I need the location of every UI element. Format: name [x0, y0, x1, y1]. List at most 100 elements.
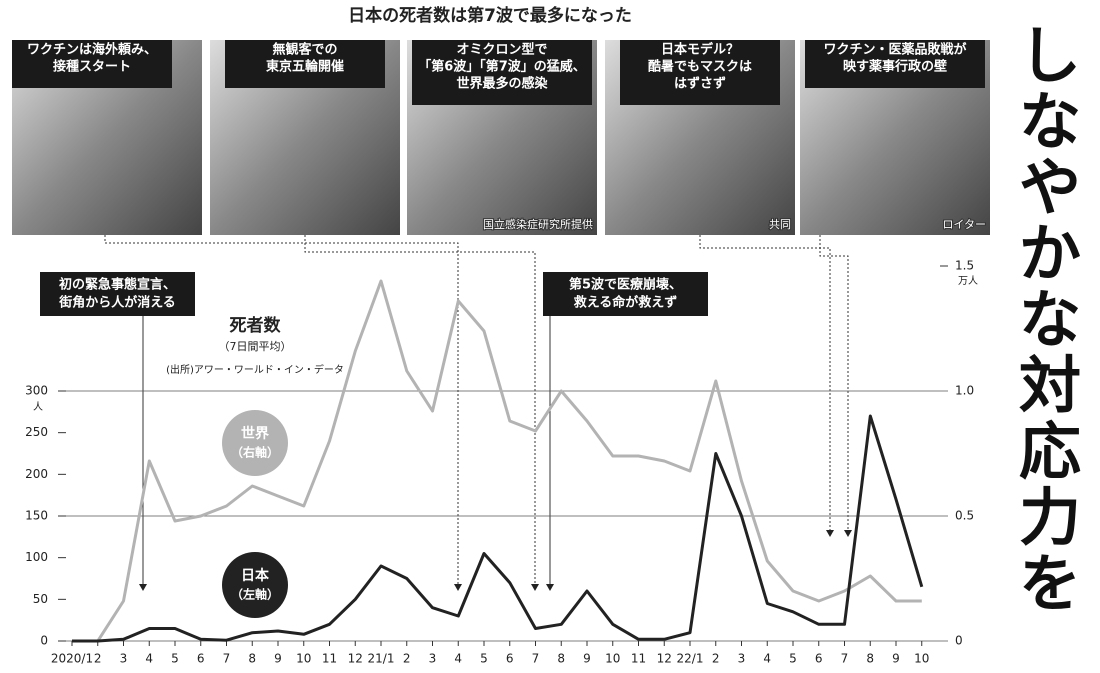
y-tick-label: 200	[25, 467, 48, 481]
caption-text: ワクチンは海外頼み、	[27, 42, 157, 58]
x-tick-label: 2	[94, 652, 102, 666]
caption-text: 酷暑でもマスクは	[648, 59, 752, 75]
caption-text: 無観客での	[272, 42, 337, 58]
x-tick-label: 11	[631, 652, 646, 666]
y-tick-label: 150	[25, 509, 48, 523]
x-tick-label: 3	[738, 652, 746, 666]
x-tick-label: 8	[248, 652, 256, 666]
headline-char: 応	[1019, 415, 1081, 488]
y2-tick-label: 1.5	[955, 259, 974, 273]
series-line	[72, 414, 924, 643]
x-tick-label: 21/1	[368, 652, 395, 666]
x-tick-label: 9	[583, 652, 591, 666]
x-tick-label: 7	[841, 652, 849, 666]
y-unit: 人	[33, 401, 43, 413]
photo-credit: 共同	[769, 218, 791, 231]
x-tick-label: 4	[763, 652, 771, 666]
caption-box	[12, 40, 172, 88]
caption-text: 世界最多の感染	[456, 76, 548, 92]
y2-tick-label: 1.0	[955, 384, 974, 398]
y-tick-label: 50	[33, 592, 48, 606]
x-tick-label: 6	[506, 652, 514, 666]
headline-char: し	[1019, 19, 1081, 92]
arrowheads	[139, 530, 852, 591]
x-tick-label: 12	[657, 652, 672, 666]
chart-title: 日本の死者数は第7波で最多になった	[348, 5, 632, 26]
x-tick-label: 2	[403, 652, 411, 666]
headline-char: な	[1019, 283, 1081, 356]
headline-char: 対	[1019, 349, 1081, 422]
headline-char: 力	[1019, 481, 1081, 554]
caption-text: 東京五輪開催	[266, 59, 344, 75]
caption-text: ワクチン・医薬品敗戦が	[823, 42, 966, 58]
annotation-box	[543, 272, 708, 316]
legend-axis: （左軸）	[231, 587, 279, 602]
legend-axis: （右軸）	[231, 445, 279, 460]
headline-char: な	[1019, 85, 1081, 158]
caption-box	[620, 40, 780, 105]
x-tick-label: 5	[789, 652, 797, 666]
x-tick-label: 7	[223, 652, 231, 666]
caption-text: オミクロン型で	[456, 42, 547, 58]
legend-name: 世界	[241, 425, 270, 442]
photo-credit: ロイター	[942, 218, 986, 231]
annotation-text: 初の緊急事態宣言、	[59, 277, 176, 293]
x-tick-label: 6	[197, 652, 205, 666]
series-line	[72, 279, 922, 643]
x-tick-label: 8	[557, 652, 565, 666]
x-tick-label: 7	[532, 652, 540, 666]
x-tick-label: 5	[480, 652, 488, 666]
x-tick-label: 22/1	[677, 652, 704, 666]
x-tick-label: 10	[605, 652, 620, 666]
arrow-lines	[142, 316, 551, 585]
legend-name: 日本	[241, 567, 270, 584]
legend-circle	[222, 552, 288, 618]
y-tick-label: 0	[40, 634, 48, 648]
x-tick-label: 6	[815, 652, 823, 666]
caption-text: 映す薬事行政の壁	[843, 59, 947, 75]
y-tick-label: 100	[25, 550, 48, 564]
photo-credit: 国立感染症研究所提供	[483, 217, 593, 231]
photo-panel: ワクチンは海外頼み、接種スタート	[12, 40, 202, 235]
headline-char: を	[1019, 547, 1081, 620]
x-tick-label: 5	[171, 652, 179, 666]
x-tick-label: 3	[120, 652, 128, 666]
caption-box	[412, 40, 592, 105]
caption-text: はずさず	[674, 76, 726, 92]
caption-text: 接種スタート	[53, 59, 131, 75]
annotation-text: 街角から人が消える	[58, 295, 176, 311]
y2-tick-label: 0	[955, 634, 963, 648]
chart-label: 死者数	[230, 315, 282, 336]
x-tick-label: 8	[866, 652, 874, 666]
x-tick-label: 4	[145, 652, 153, 666]
y-tick-label: 250	[25, 425, 48, 439]
x-tick-label: 9	[274, 652, 282, 666]
y-tick-label: 300	[25, 384, 48, 398]
caption-box	[805, 40, 985, 88]
x-tick-label: 10	[296, 652, 311, 666]
x-tick-label: 3	[429, 652, 437, 666]
caption-text: 「第6波」「第7波」の猛威、	[418, 59, 586, 75]
chart-sublabel: （7日間平均）	[219, 340, 292, 353]
annotation-text: 救える命が救えず	[574, 295, 678, 311]
source: (出所)アワー・ワールド・イン・データ	[166, 363, 344, 376]
x-tick-label: 2	[712, 652, 720, 666]
leader-lines	[104, 235, 849, 585]
legend-circle	[222, 410, 288, 476]
x-tick-label: 11	[322, 652, 337, 666]
x-tick-label: 2020/1	[51, 652, 93, 666]
x-tick-label: 4	[454, 652, 462, 666]
caption-text: 日本モデル？	[661, 42, 739, 58]
caption-box	[225, 40, 385, 88]
x-tick-label: 12	[348, 652, 363, 666]
y2-unit: 万人	[958, 275, 978, 287]
x-tick-label: 9	[892, 652, 900, 666]
annotation-text: 第5波で医療崩壊、	[569, 277, 682, 293]
headline-char: や	[1019, 151, 1081, 224]
headline-char: か	[1019, 217, 1081, 290]
